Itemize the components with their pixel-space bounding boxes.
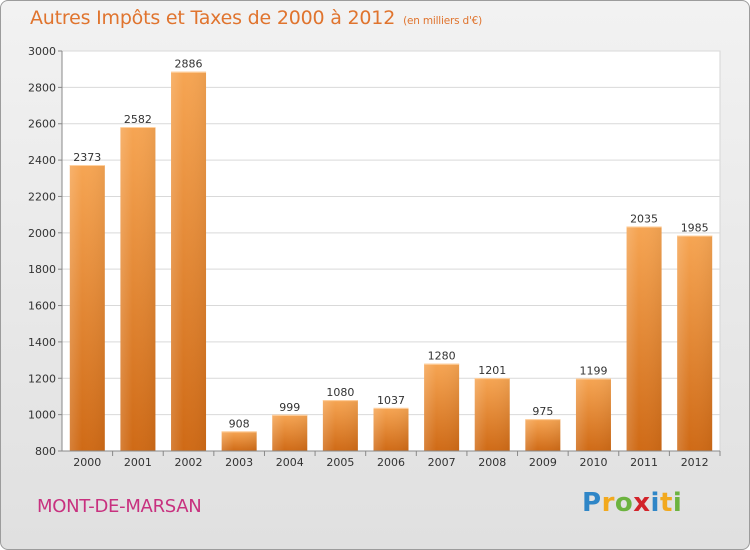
y-tick-label: 800 xyxy=(35,445,56,458)
bar-shine xyxy=(525,419,561,451)
bar-value-label: 2582 xyxy=(124,113,152,126)
y-tick-label: 2400 xyxy=(28,154,56,167)
bar-value-label: 2886 xyxy=(175,58,203,71)
chart-title-text: Autres Impôts et Taxes de 2000 à 2012 xyxy=(30,7,396,29)
bar-value-label: 1037 xyxy=(377,394,405,407)
bar-value-label: 908 xyxy=(229,417,250,430)
bar-value-label: 1199 xyxy=(579,364,607,377)
bar-value-label: 1201 xyxy=(478,364,506,377)
x-tick-label: 2003 xyxy=(225,456,253,469)
bar-value-label: 975 xyxy=(532,405,553,418)
y-tick-label: 3000 xyxy=(28,45,56,58)
bar-value-label: 2035 xyxy=(630,212,658,225)
bar-shine xyxy=(322,400,358,451)
x-tick-label: 2000 xyxy=(73,456,101,469)
x-tick-label: 2009 xyxy=(529,456,557,469)
x-tick-label: 2002 xyxy=(175,456,203,469)
bar-shine xyxy=(221,431,257,451)
proxiti-logo: Proxiti xyxy=(582,488,683,518)
x-axis: 2000 2001 2002 2003 2004 2005 2006 2007 2008 2009… xyxy=(62,450,721,469)
y-tick-label: 2000 xyxy=(28,227,56,240)
y-axis: 800 1000 1200 1400 1600 1800 2000 2200 2400 2600 2… xyxy=(28,45,63,458)
bar-shine xyxy=(69,165,105,451)
x-tick-label: 2011 xyxy=(630,456,658,469)
y-tick-label: 1400 xyxy=(28,336,56,349)
bar-value-label: 1985 xyxy=(681,222,709,235)
bar-value-label: 1280 xyxy=(428,350,456,363)
y-tick-label: 1800 xyxy=(28,263,56,276)
bar-shine xyxy=(120,127,156,451)
x-tick-label: 2004 xyxy=(276,456,304,469)
bar-shine xyxy=(626,226,662,451)
bar-value-label: 2373 xyxy=(73,151,101,164)
chart-title: Autres Impôts et Taxes de 2000 à 2012 (en… xyxy=(30,7,482,29)
x-tick-label: 2006 xyxy=(377,456,405,469)
x-tick-label: 2010 xyxy=(579,456,607,469)
y-tick-label: 1000 xyxy=(28,409,56,422)
bar-shine xyxy=(272,414,308,451)
y-tick-label: 2600 xyxy=(28,118,56,131)
plot-area xyxy=(61,50,721,452)
bars-group: 2373 2582 2886 908 999 1080 1037 1280 1201 975 119… xyxy=(69,58,713,452)
x-tick-label: 2012 xyxy=(681,456,709,469)
chart-unit: (en milliers d'€) xyxy=(403,15,483,27)
bar-shine xyxy=(171,71,207,452)
y-tick-label: 1600 xyxy=(28,300,56,313)
y-tick-label: 2800 xyxy=(28,81,56,94)
x-tick-label: 2008 xyxy=(478,456,506,469)
bar-shine xyxy=(575,378,611,451)
bar-shine xyxy=(474,378,510,451)
bar-value-label: 999 xyxy=(279,401,300,414)
x-tick-label: 2007 xyxy=(428,456,456,469)
bar-value-label: 1080 xyxy=(326,386,354,399)
bar-shine xyxy=(373,407,409,451)
bar-shine xyxy=(424,363,460,451)
city-name: MONT-DE-MARSAN xyxy=(37,496,202,517)
bar-shine xyxy=(677,235,713,451)
y-tick-label: 1200 xyxy=(28,372,56,385)
x-tick-label: 2005 xyxy=(326,456,354,469)
y-tick-label: 2200 xyxy=(28,190,56,203)
x-tick-label: 2001 xyxy=(124,456,152,469)
